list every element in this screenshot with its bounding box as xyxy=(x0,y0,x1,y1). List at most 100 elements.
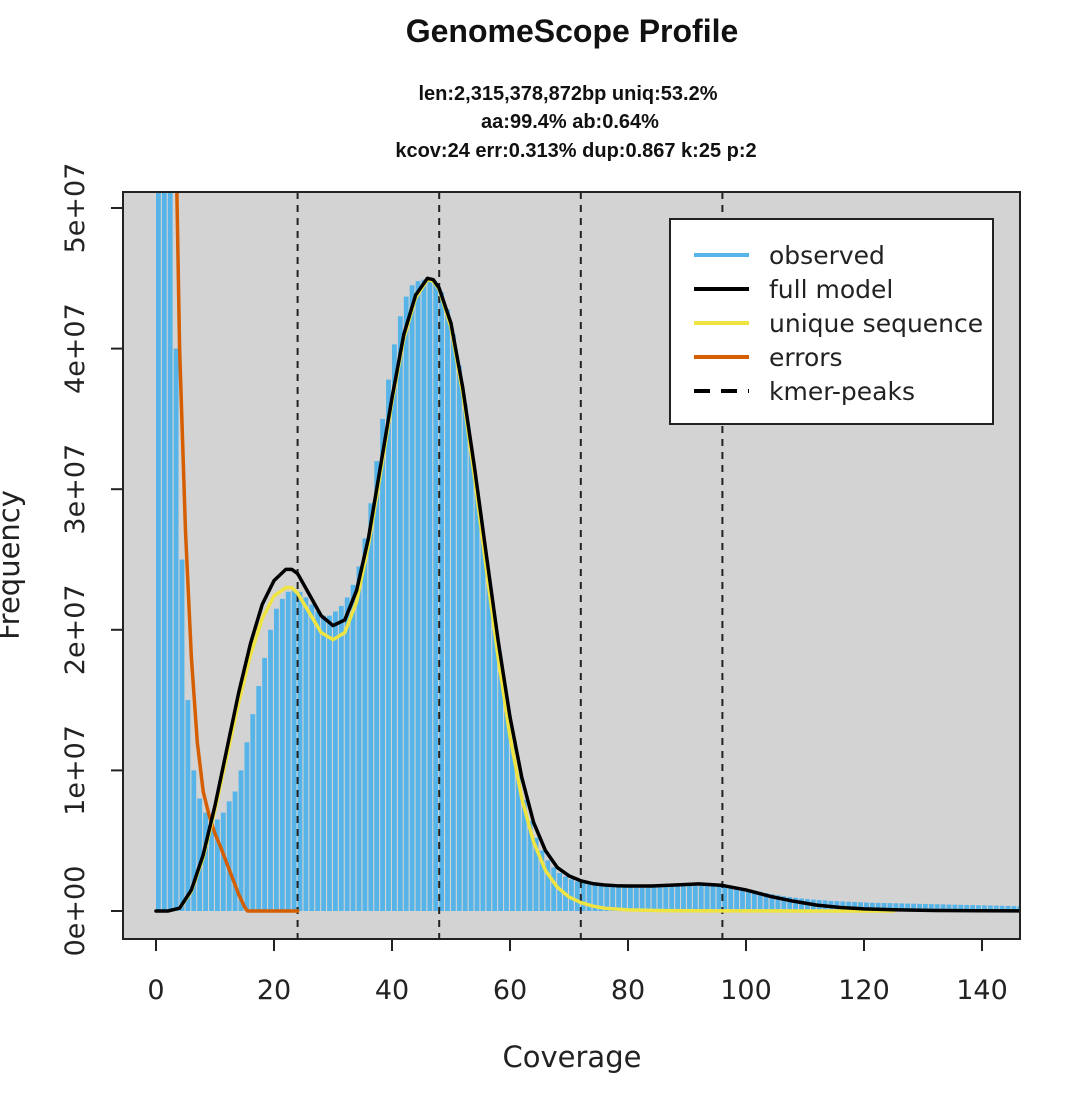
histogram-bar xyxy=(958,904,964,911)
histogram-bar xyxy=(427,279,433,912)
histogram-bar xyxy=(515,774,521,911)
histogram-bar xyxy=(769,894,775,911)
histogram-bar xyxy=(403,296,409,912)
histogram-bar xyxy=(628,887,633,911)
chart-title: GenomeScope Profile xyxy=(406,13,739,49)
x-tick-label: 100 xyxy=(720,975,772,1006)
legend: observed full model unique sequence errors k… xyxy=(669,218,994,425)
histogram-bar xyxy=(480,538,486,911)
histogram-bar xyxy=(781,896,787,911)
histogram-bar xyxy=(917,903,922,911)
histogram-bar xyxy=(852,902,857,911)
histogram-bar xyxy=(869,902,875,911)
histogram-bar xyxy=(970,905,975,911)
histogram-bar xyxy=(622,887,627,911)
histogram-bar xyxy=(858,902,863,911)
histogram-bar xyxy=(167,192,173,911)
histogram-bar xyxy=(226,801,232,911)
histogram-bar xyxy=(905,903,911,911)
histogram-bar xyxy=(350,584,356,911)
histogram-bar xyxy=(173,348,179,912)
histogram-bar xyxy=(539,850,545,911)
histogram-bar xyxy=(397,316,403,911)
chart-subtitle-line-3: kcov:24 err:0.313% dup:0.867 k:25 p:2 xyxy=(395,140,756,162)
histogram-bar xyxy=(215,819,220,911)
histogram-bar xyxy=(1017,906,1020,911)
histogram-bar xyxy=(244,742,250,911)
histogram-bar xyxy=(687,885,692,911)
histogram-bar xyxy=(569,879,574,911)
histogram-bar xyxy=(297,591,303,911)
histogram-bar xyxy=(309,604,315,911)
histogram-bar xyxy=(987,905,993,911)
histogram-bar xyxy=(610,886,616,911)
chart-subtitle-line-1: len:2,315,378,872bp uniq:53.2% xyxy=(418,83,717,105)
legend-label: observed xyxy=(769,241,885,270)
histogram-bar xyxy=(362,538,368,911)
histogram-bar xyxy=(521,799,527,911)
histogram-bar xyxy=(409,285,415,912)
x-tick-label: 120 xyxy=(838,975,890,1006)
histogram-bar xyxy=(327,615,332,911)
legend-label: full model xyxy=(769,275,893,304)
histogram-bar xyxy=(946,904,952,911)
histogram-bar xyxy=(775,895,781,911)
histogram-bar xyxy=(993,905,999,911)
y-axis: 0e+00 1e+07 2e+07 3e+07 4e+07 5e+07 xyxy=(60,163,124,956)
histogram-bar xyxy=(899,903,905,911)
histogram-bar xyxy=(698,885,704,911)
histogram-bar xyxy=(333,611,338,911)
histogram-bar xyxy=(681,886,686,911)
histogram-bar xyxy=(303,597,309,911)
chart-subtitle-line-2: aa:99.4% ab:0.64% xyxy=(481,111,659,133)
x-axis-label: Coverage xyxy=(503,1040,642,1074)
histogram-bar xyxy=(504,711,509,911)
histogram-bar xyxy=(262,657,267,911)
histogram-bar xyxy=(462,404,468,911)
histogram-bar xyxy=(586,884,592,911)
histogram-bar xyxy=(976,905,981,911)
y-tick-label: 3e+07 xyxy=(60,444,91,535)
legend-label: kmer-peaks xyxy=(769,377,915,406)
histogram-bar xyxy=(545,860,551,911)
histogram-bar xyxy=(433,282,439,911)
histogram-bar xyxy=(893,903,899,911)
histogram-bar xyxy=(592,884,598,911)
histogram-bar xyxy=(268,629,273,911)
histogram-bar xyxy=(982,905,987,911)
x-tick-label: 0 xyxy=(147,975,164,1006)
histogram-bar xyxy=(161,192,167,911)
histogram-bar xyxy=(928,904,934,911)
histogram-bar xyxy=(533,837,539,911)
histogram-bar xyxy=(964,904,970,911)
histogram-bar xyxy=(692,885,698,911)
histogram-bar xyxy=(663,887,669,911)
histogram-bar xyxy=(285,591,291,911)
histogram-bar xyxy=(716,886,722,911)
histogram-bar xyxy=(321,615,326,911)
histogram-bar xyxy=(793,897,798,911)
histogram-bar xyxy=(386,379,391,911)
x-axis: 0 20 40 60 80 100 120 140 xyxy=(147,939,1008,1006)
histogram-bar xyxy=(923,903,928,911)
x-tick-label: 20 xyxy=(257,975,291,1006)
histogram-bar xyxy=(421,279,427,912)
histogram-bar xyxy=(734,887,739,911)
histogram-bar xyxy=(392,344,397,911)
histogram-bar xyxy=(274,608,279,911)
histogram-bar xyxy=(315,611,321,911)
histogram-bar xyxy=(220,812,226,911)
histogram-bar xyxy=(492,629,498,911)
histogram-bar xyxy=(238,770,244,911)
histogram-bar xyxy=(740,888,745,911)
histogram-bar xyxy=(191,770,197,911)
histogram-bar xyxy=(456,365,462,912)
y-tick-label: 2e+07 xyxy=(60,584,91,675)
histogram-bar xyxy=(728,887,734,911)
histogram-bar xyxy=(380,418,385,911)
histogram-bar xyxy=(256,686,262,911)
histogram-bar xyxy=(639,887,645,911)
histogram-bar xyxy=(751,890,757,911)
histogram-bar xyxy=(763,893,769,911)
